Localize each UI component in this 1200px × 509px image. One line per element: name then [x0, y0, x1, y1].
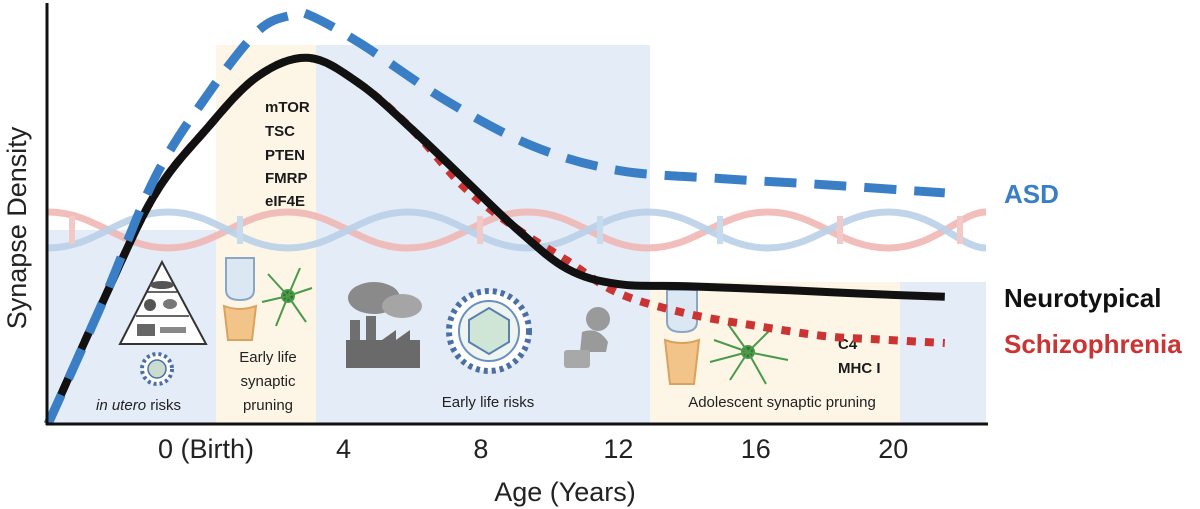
early-life-pruning-line-1: synaptic — [240, 373, 296, 390]
stressed-person-icon — [564, 307, 610, 368]
in-utero-label: in utero risks — [96, 397, 181, 414]
series-line-neurotypical — [44, 53, 945, 426]
x-tick-label-2: 8 — [473, 434, 488, 464]
x-tick-label-5: 20 — [878, 434, 908, 464]
food-pyramid-icon — [118, 259, 208, 345]
gene-list-birth: mTOR TSC PTEN FMRP eIF4E — [265, 99, 310, 210]
early-life-risks-label: Early life risks — [442, 394, 535, 411]
legend-label-schizophrenia: Schizophrenia — [1004, 329, 1182, 359]
factory-icon — [346, 282, 422, 368]
dna-helix — [47, 208, 987, 252]
gene-birth-4: eIF4E — [265, 193, 305, 210]
x-tick-label-1: 4 — [336, 434, 351, 464]
series-line-schizophrenia — [44, 53, 946, 426]
virus-large-icon — [446, 288, 532, 374]
legend: ASD Neurotypical Schizophrenia — [1004, 179, 1182, 359]
series-layer — [43, 7, 946, 426]
adult-panel — [900, 282, 986, 424]
neuron-icon-birth — [261, 267, 313, 327]
x-tick-label-3: 12 — [603, 434, 633, 464]
adolescent-pruning-label: Adolescent synaptic pruning — [688, 394, 876, 411]
gene-adolescent-1: MHC I — [838, 360, 881, 377]
virus-small-icon — [140, 352, 174, 386]
early-life-pruning-line-0: Early life — [239, 349, 297, 366]
early-life-pruning-label: Early life synaptic pruning — [239, 349, 297, 414]
series-line-asd — [43, 7, 946, 426]
legend-label-asd: ASD — [1004, 179, 1059, 209]
gene-birth-1: TSC — [265, 123, 295, 140]
legend-label-neurotypical: Neurotypical — [1004, 283, 1162, 313]
y-axis-title: Synapse Density — [2, 126, 32, 329]
neuron-icon-adolescent — [709, 323, 789, 385]
x-tick-labels: 0 (Birth) 4 8 12 16 20 — [158, 434, 908, 464]
gene-birth-2: PTEN — [265, 147, 305, 164]
x-axis-title: Age (Years) — [494, 477, 636, 507]
synapse-icon-birth — [222, 257, 258, 341]
early-life-pruning-line-2: pruning — [243, 397, 293, 414]
x-tick-label-0: 0 (Birth) — [158, 434, 254, 464]
x-tick-label-4: 16 — [741, 434, 771, 464]
gene-birth-0: mTOR — [265, 99, 310, 116]
gene-birth-3: FMRP — [265, 170, 308, 187]
helix-rungs — [69, 216, 963, 244]
